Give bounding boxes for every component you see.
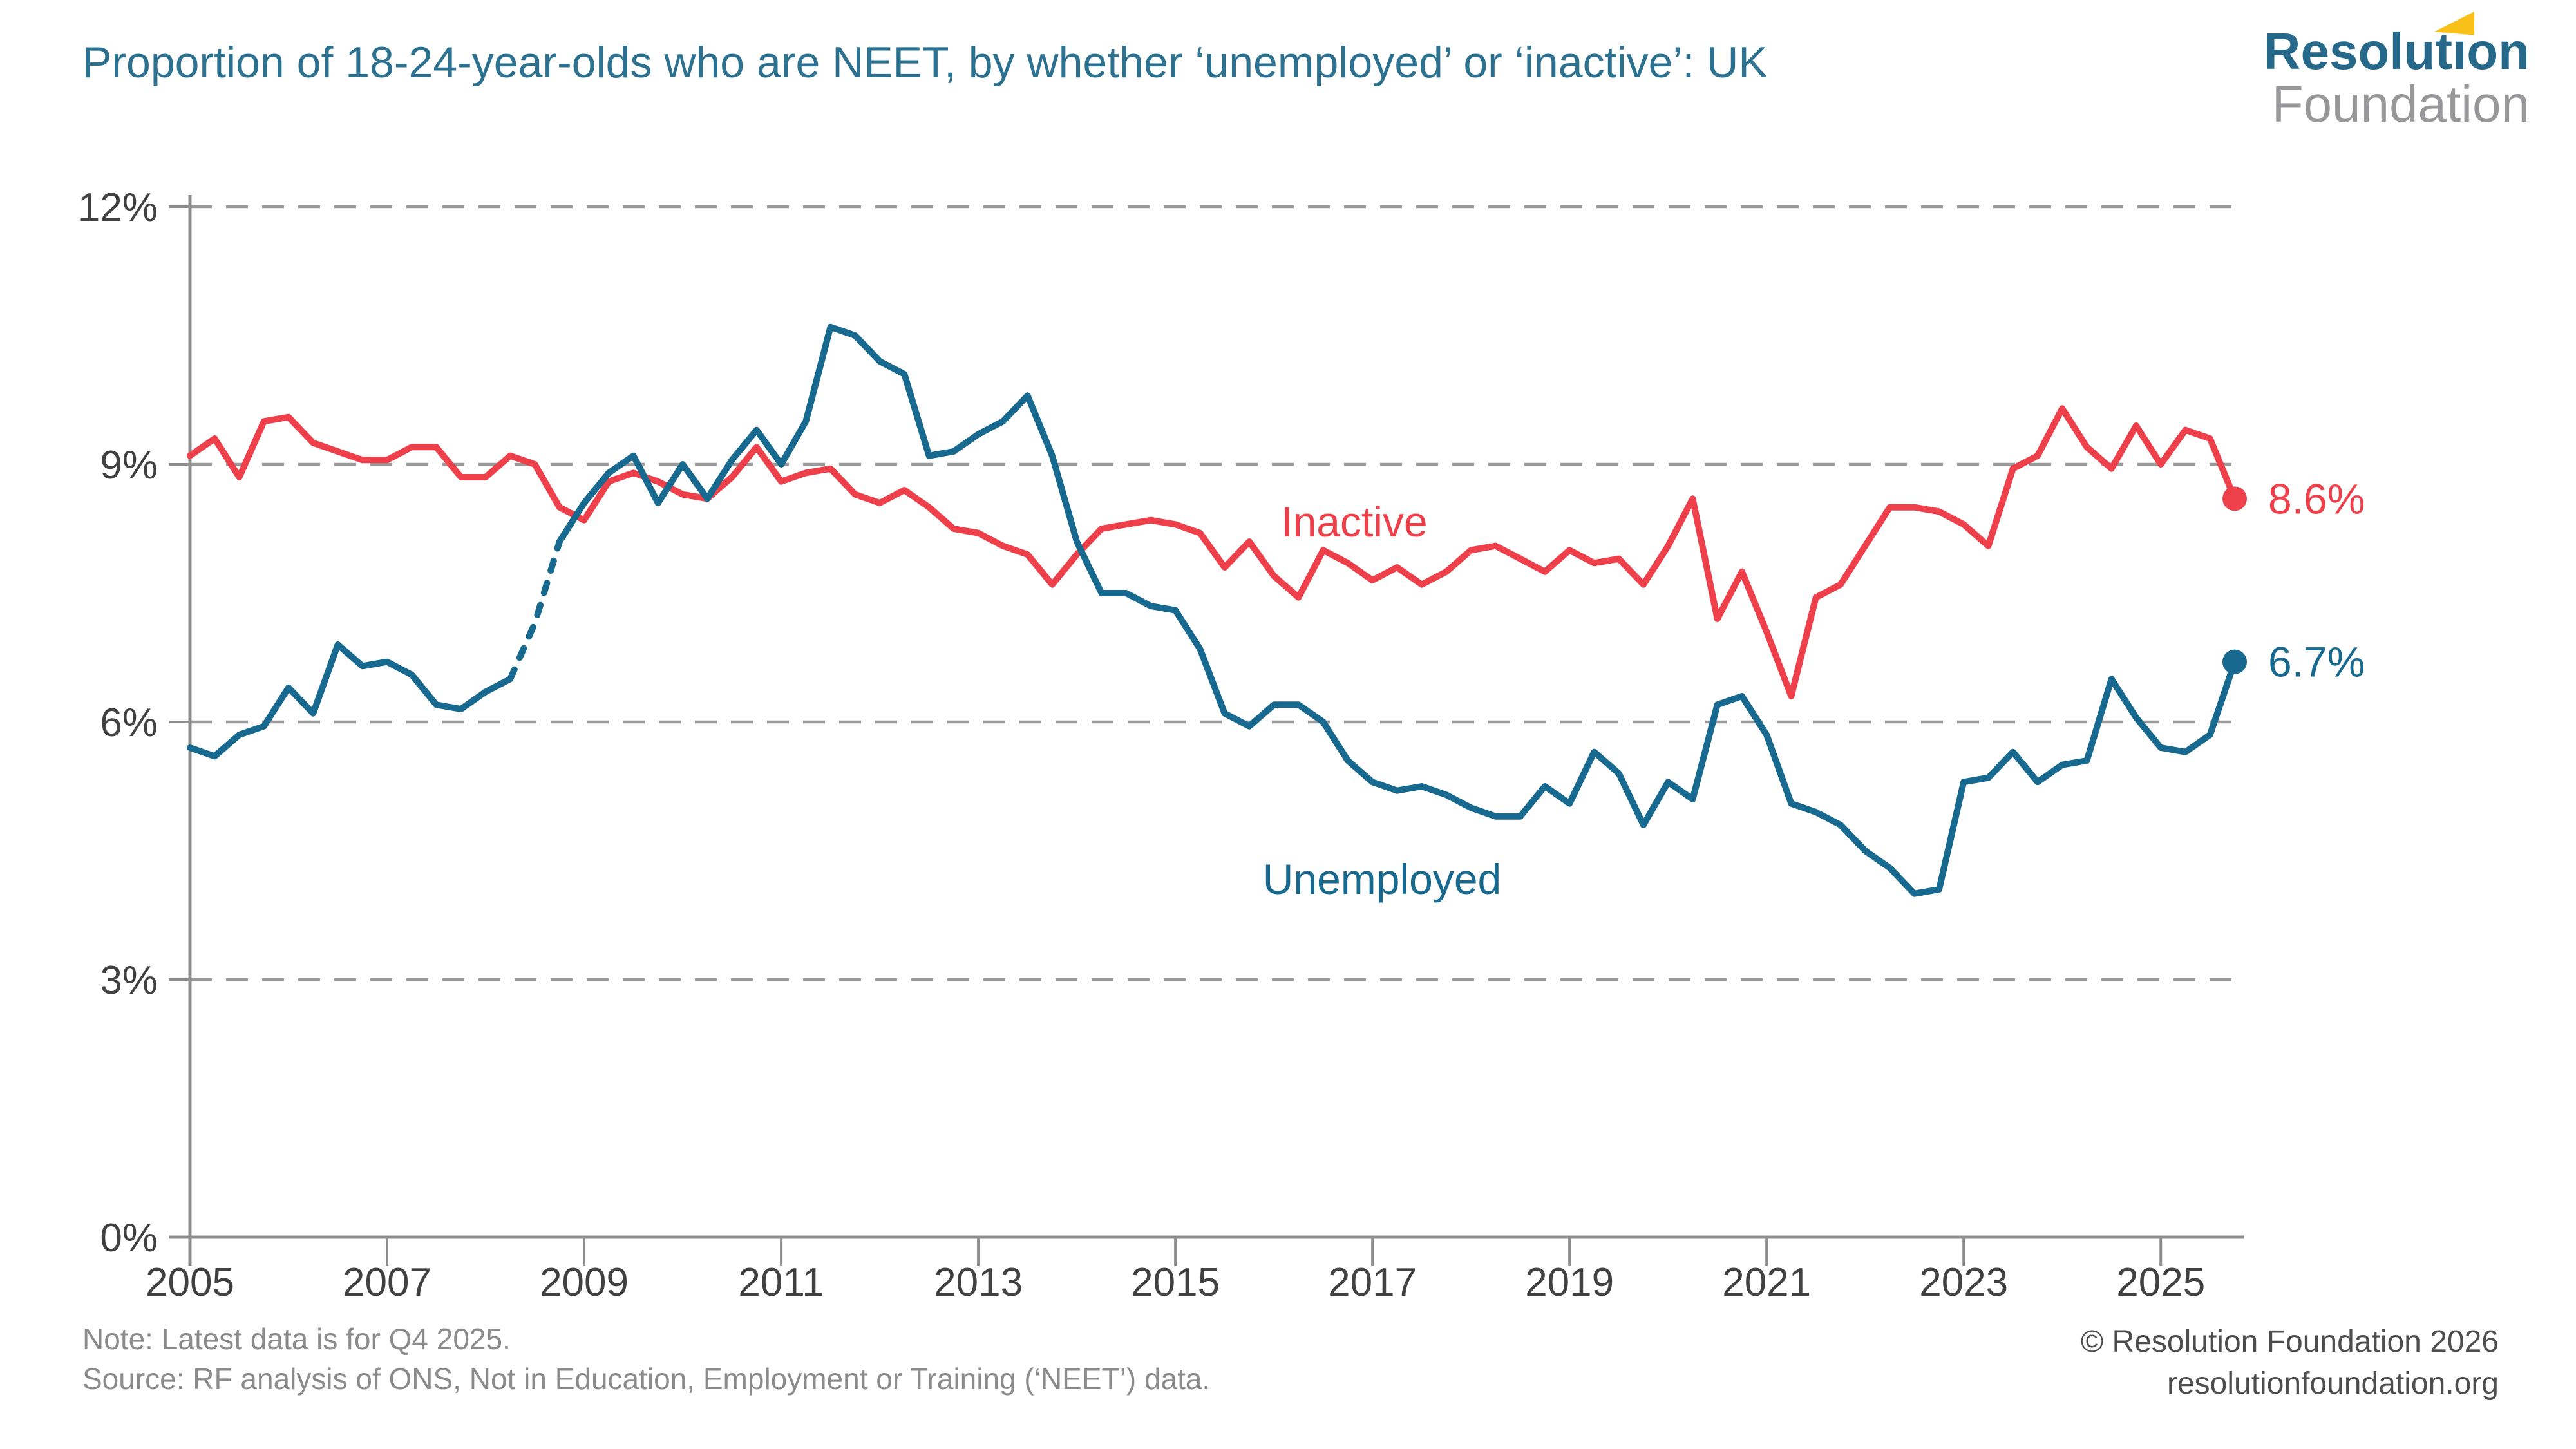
x-axis-label-2005: 2005 <box>146 1260 234 1305</box>
x-axis-label-2011: 2011 <box>738 1260 824 1305</box>
end-dot-inactive <box>2222 486 2247 511</box>
x-axis-label-2019: 2019 <box>1525 1260 1614 1305</box>
resolution-foundation-logo: Resolutı on Foundation <box>2264 12 2530 133</box>
series-label-inactive: Inactive <box>1281 498 1427 545</box>
x-axis-label-2021: 2021 <box>1722 1260 1811 1305</box>
line-unemployed <box>556 323 2238 897</box>
website-link[interactable]: resolutionfoundation.org <box>2166 1366 2499 1401</box>
y-axis-label-9%: 9% <box>100 443 158 488</box>
page-title: Proportion of 18-24-year-olds who are NE… <box>82 38 1768 87</box>
logo-wordmark-resolution: Resolutı on <box>2264 12 2530 77</box>
line-unemployed-dashed-break <box>507 538 563 683</box>
chart-note: Note: Latest data is for Q4 2025. <box>82 1322 511 1356</box>
line-unemployed <box>187 641 514 760</box>
series-label-unemployed: Unemployed <box>1263 855 1502 903</box>
end-label-inactive: 8.6% <box>2268 475 2365 522</box>
x-axis-label-2015: 2015 <box>1131 1260 1220 1305</box>
line-inactive <box>187 405 2238 699</box>
x-axis-label-2023: 2023 <box>1919 1260 2008 1305</box>
copyright-block: © Resolution Foundation 2026 resolutionf… <box>2081 1321 2499 1405</box>
copyright-text: © Resolution Foundation 2026 <box>2080 1325 2499 1359</box>
end-dot-unemployed <box>2222 649 2247 674</box>
chart-source: Source: RF analysis of ONS, Not in Educa… <box>82 1362 1211 1396</box>
note-source-block: Note: Latest data is for Q4 2025. Source… <box>82 1319 1210 1399</box>
y-axis-label-0%: 0% <box>100 1216 158 1260</box>
x-axis-label-2013: 2013 <box>934 1260 1023 1305</box>
x-axis-label-2017: 2017 <box>1328 1260 1417 1305</box>
end-label-unemployed: 6.7% <box>2268 638 2365 686</box>
x-axis-label-2009: 2009 <box>540 1260 629 1305</box>
y-axis-label-3%: 3% <box>100 958 158 1003</box>
y-axis-label-6%: 6% <box>100 701 158 745</box>
x-axis-label-2007: 2007 <box>343 1260 431 1305</box>
logo-wordmark-foundation: Foundation <box>2271 75 2530 133</box>
x-axis-label-2025: 2025 <box>2116 1260 2205 1305</box>
y-axis-label-12%: 12% <box>78 185 158 230</box>
